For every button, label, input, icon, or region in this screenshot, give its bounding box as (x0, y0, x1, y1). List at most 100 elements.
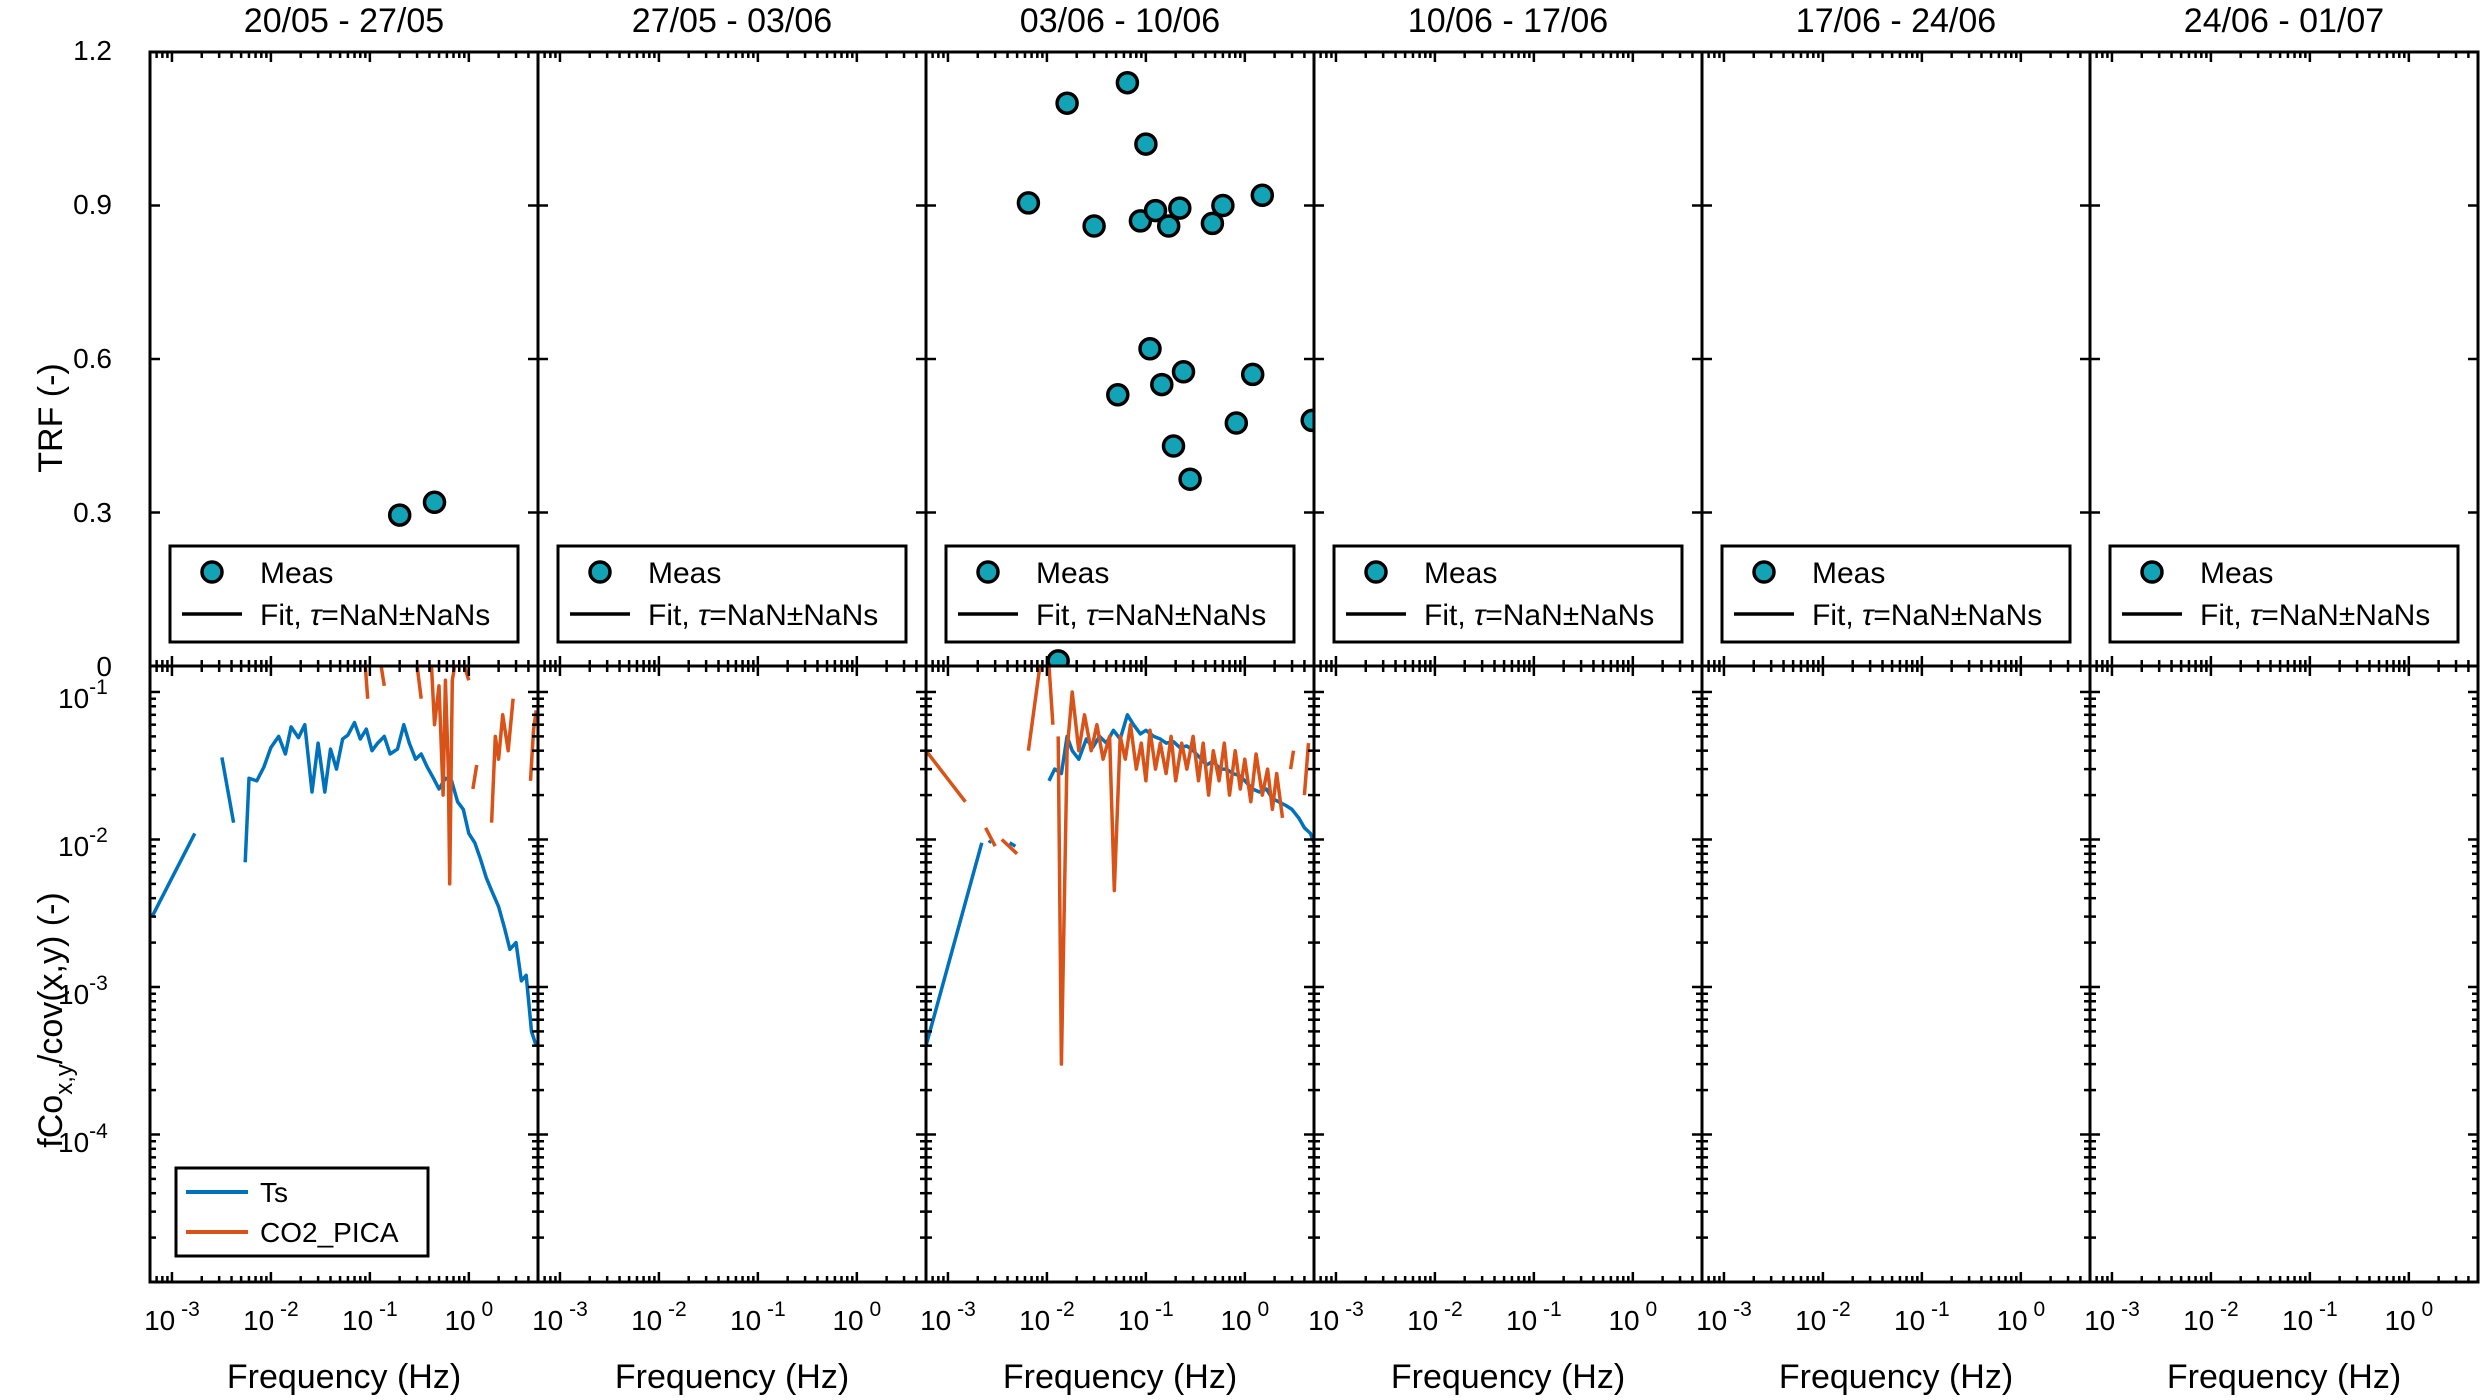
legend-fit-prefix: Fit, (1036, 599, 1086, 632)
tick-exponent: -2 (662, 1298, 687, 1321)
ts-series-line (987, 839, 992, 844)
legend-fit-suffix: =NaN±NaNs (1485, 599, 1654, 632)
meas-point (1168, 196, 1192, 220)
tick-exponent: -3 (89, 972, 108, 995)
tick-exponent: -1 (1925, 1298, 1950, 1321)
top-legend-box (168, 544, 520, 644)
x-axis-label: Frequency (Hz) (1391, 1358, 1625, 1396)
meas-point (1138, 337, 1162, 361)
meas-point (1300, 408, 1314, 433)
top-legend: Meas Fit, τ=NaN±NaNs (556, 544, 908, 644)
x-tick-label: 10 -3 (1308, 1298, 1364, 1336)
top-legend-box (1720, 544, 2072, 644)
tick-exponent: -1 (1149, 1298, 1174, 1321)
x-tick-label: 10 0 (2384, 1298, 2433, 1336)
ts-series-line (220, 757, 236, 824)
tick-exponent: -3 (563, 1298, 588, 1321)
top-y-tick-label: 0.6 (73, 343, 112, 374)
meas-point (1016, 191, 1041, 215)
meas-point (387, 503, 412, 527)
legend-fit-suffix: =NaN±NaNs (321, 599, 490, 632)
legend-meas-marker (588, 560, 612, 584)
x-tick-label: 10 -2 (631, 1298, 687, 1336)
legend-fit-prefix: Fit, (648, 599, 698, 632)
legend-meas-label: Meas (1036, 557, 1109, 590)
tick-exponent: -3 (1339, 1298, 1364, 1321)
co2-series-line (1302, 742, 1311, 796)
tick-exponent: -1 (89, 676, 108, 699)
meas-point (1224, 411, 1249, 435)
legend-fit-tau: τ (1474, 599, 1487, 632)
tick-exponent: -2 (1050, 1298, 1075, 1321)
panel-title: 17/06 - 24/06 (1796, 2, 1996, 40)
legend-fit-prefix: Fit, (1812, 599, 1862, 632)
tick-exponent: -1 (373, 1298, 398, 1321)
x-tick-label: 10 -2 (1407, 1298, 1463, 1336)
tick-base: 10 (58, 979, 89, 1010)
top-plot-p3 (1016, 70, 1314, 666)
meas-point (1211, 193, 1235, 218)
co2-series-line (528, 710, 538, 781)
tick-exponent: -1 (2313, 1298, 2338, 1321)
x-tick-label: 10 -1 (2282, 1298, 2338, 1336)
legend-fit-prefix: Fit, (260, 599, 310, 632)
x-axis-label: Frequency (Hz) (2167, 1358, 2401, 1396)
legend-fit-label: Fit, τ=NaN±NaNs (648, 599, 878, 632)
x-tick-label: 10 0 (444, 1298, 493, 1336)
legend-ts-label: Ts (260, 1177, 288, 1208)
legend-meas-label: Meas (260, 557, 333, 590)
bottom-y-tick-label: 10-3 (58, 972, 108, 1010)
tick-base: 10 (1308, 1305, 1339, 1336)
meas-point (1178, 467, 1202, 491)
panel-title: 20/05 - 27/05 (244, 2, 444, 40)
tick-base: 10 (1506, 1305, 1537, 1336)
ts-series-line (243, 720, 538, 1047)
panel-title: 24/06 - 01/07 (2184, 2, 2384, 40)
tick-base: 10 (2282, 1305, 2313, 1336)
bottom-y-axis-label-tail: /cov(x,y) (-) (32, 892, 70, 1064)
co2-series-line (429, 666, 457, 886)
legend-meas-marker (1364, 560, 1388, 584)
legend-fit-suffix: =NaN±NaNs (1873, 599, 2042, 632)
tick-exponent: -1 (1537, 1298, 1562, 1321)
top-y-tick-label: 0 (96, 651, 112, 682)
x-tick-label: 10 -1 (1506, 1298, 1562, 1336)
panel-title: 10/06 - 17/06 (1408, 2, 1608, 40)
tick-exponent: -3 (951, 1298, 976, 1321)
x-tick-label: 10 0 (832, 1298, 881, 1336)
legend-fit-tau: τ (1086, 599, 1099, 632)
legend-fit-tau: τ (310, 599, 323, 632)
legend-meas-marker (976, 560, 1000, 584)
tick-exponent: -2 (274, 1298, 299, 1321)
x-tick-label: 10 -1 (1894, 1298, 1950, 1336)
bottom-y-axis-label: fCox,y/cov(x,y) (-) (32, 892, 78, 1147)
ts-series-line (926, 842, 984, 1047)
top-legend-box (944, 544, 1296, 644)
x-tick-label: 10 -3 (2084, 1298, 2140, 1336)
co2-series-line (984, 826, 997, 848)
meas-point (1106, 383, 1130, 407)
bottom-legend: Ts CO2_PICA (174, 1166, 430, 1258)
co2-series-line (1026, 666, 1042, 751)
tick-exponent: -1 (761, 1298, 786, 1321)
tick-base: 10 (58, 683, 89, 714)
x-tick-label: 10 0 (1220, 1298, 1269, 1336)
tick-base: 10 (2384, 1305, 2415, 1336)
tick-base: 10 (243, 1305, 274, 1336)
tick-exponent: -2 (1438, 1298, 1463, 1321)
tick-exponent: -2 (89, 824, 108, 847)
tick-base: 10 (58, 831, 89, 862)
tick-base: 10 (1795, 1305, 1826, 1336)
co2-series-line (926, 749, 967, 803)
meas-point (1082, 214, 1106, 238)
x-axis-label: Frequency (Hz) (615, 1358, 849, 1396)
top-legend-box (1332, 544, 1684, 644)
x-tick-label: 10 -3 (1696, 1298, 1752, 1336)
meas-point (1046, 649, 1070, 666)
tick-base: 10 (1118, 1305, 1149, 1336)
bottom-y-axis-label-main: fCo (32, 1095, 70, 1148)
